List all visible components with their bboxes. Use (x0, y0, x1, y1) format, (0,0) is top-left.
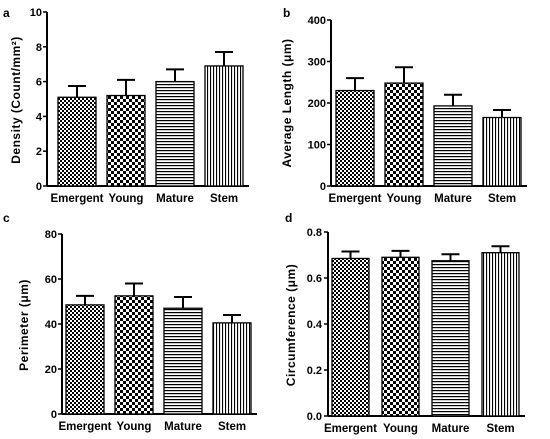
y-tick-label-c: 0 (51, 409, 57, 421)
plot-area-c: 0 20 40 60 80 Emergent Young Mature Stem (45, 229, 257, 433)
panel-c: c Perimeter (μm) 0 20 40 60 80 Emergent Young M… (3, 211, 257, 433)
category-label-b: Young (387, 193, 422, 205)
panel-letter-c: c (3, 211, 10, 225)
bar-b-young (384, 82, 424, 187)
bar-d-stem (481, 252, 520, 417)
y-tick-label-a: 0 (36, 181, 42, 193)
plot-area-a: 0 2 4 6 8 10 Emergent Young Mature Stem (30, 7, 249, 205)
y-tick-label-d: 0.2 (307, 365, 322, 377)
y-tick-label-d: 0.4 (307, 319, 323, 331)
y-axis-title-c: Perimeter (μm) (17, 279, 31, 371)
y-tick-label-b: 300 (308, 57, 326, 69)
y-tick-label-b: 200 (308, 98, 326, 110)
bar-c-mature (163, 307, 203, 415)
plot-area-d: 0.0 0.2 0.4 0.6 0.8 Emergent Young Mature Stem (307, 227, 525, 435)
category-label-a: Mature (156, 193, 194, 205)
category-label-b: Emergent (328, 193, 381, 205)
y-tick-label-a: 8 (36, 42, 42, 54)
y-tick-label-d: 0.0 (307, 411, 322, 423)
y-tick-label-a: 10 (30, 7, 42, 19)
category-label-c: Stem (218, 421, 246, 433)
category-label-b: Mature (434, 193, 472, 205)
y-tick-label-b: 400 (308, 15, 326, 27)
bar-b-stem (482, 116, 522, 187)
y-tick-label-c: 40 (45, 319, 57, 331)
y-tick-label-d: 0.8 (307, 227, 322, 239)
bar-d-mature (431, 260, 470, 417)
category-label-d: Mature (432, 423, 470, 435)
panel-letter-d: d (285, 211, 292, 225)
bar-a-emergent (57, 96, 97, 187)
bar-d-young (381, 256, 420, 417)
bar-b-mature (433, 105, 473, 187)
bar-a-mature (155, 80, 195, 187)
bar-c-young (114, 295, 154, 415)
panel-b: b Average Length (μm) 0 100 200 300 400 Emerg… (280, 6, 527, 205)
y-tick-label-a: 4 (36, 111, 43, 123)
category-label-c: Young (117, 421, 152, 433)
category-label-d: Stem (486, 423, 514, 435)
bar-a-young (106, 94, 146, 187)
category-label-d: Emergent (324, 423, 377, 435)
bar-b-emergent (335, 89, 375, 187)
panel-d: d Circumference (μm) 0.0 0.2 0.4 0.6 0.8 Emer… (284, 211, 525, 435)
category-label-b: Stem (488, 193, 516, 205)
y-tick-label-c: 20 (45, 364, 57, 376)
category-label-a: Young (109, 193, 144, 205)
y-axis-title-d: Circumference (μm) (284, 264, 298, 386)
y-tick-label-a: 2 (36, 146, 42, 158)
panel-letter-a: a (3, 6, 10, 20)
category-label-a: Emergent (50, 193, 103, 205)
y-axis-title-b: Average Length (μm) (280, 38, 294, 167)
y-tick-label-b: 0 (320, 181, 326, 193)
y-tick-label-b: 100 (308, 140, 326, 152)
bar-d-emergent (331, 257, 370, 417)
panel-a: a Density (Count/mm²) 0 2 4 6 8 10 Emergent You… (3, 6, 249, 205)
category-label-a: Stem (210, 193, 238, 205)
y-tick-label-c: 80 (45, 229, 57, 241)
plot-area-b: 0 100 200 300 400 Emergent Young Mature Stem (308, 15, 527, 205)
category-label-d: Young (383, 423, 418, 435)
y-tick-label-c: 60 (45, 274, 57, 286)
bar-c-stem (212, 322, 252, 415)
bar-c-emergent (65, 304, 105, 415)
panel-letter-b: b (283, 6, 290, 20)
category-label-c: Emergent (58, 421, 111, 433)
y-axis-title-a: Density (Count/mm²) (9, 36, 23, 164)
bar-a-stem (204, 65, 244, 187)
y-tick-label-a: 6 (36, 77, 42, 89)
y-tick-label-d: 0.6 (307, 273, 322, 285)
category-label-c: Mature (164, 421, 202, 433)
